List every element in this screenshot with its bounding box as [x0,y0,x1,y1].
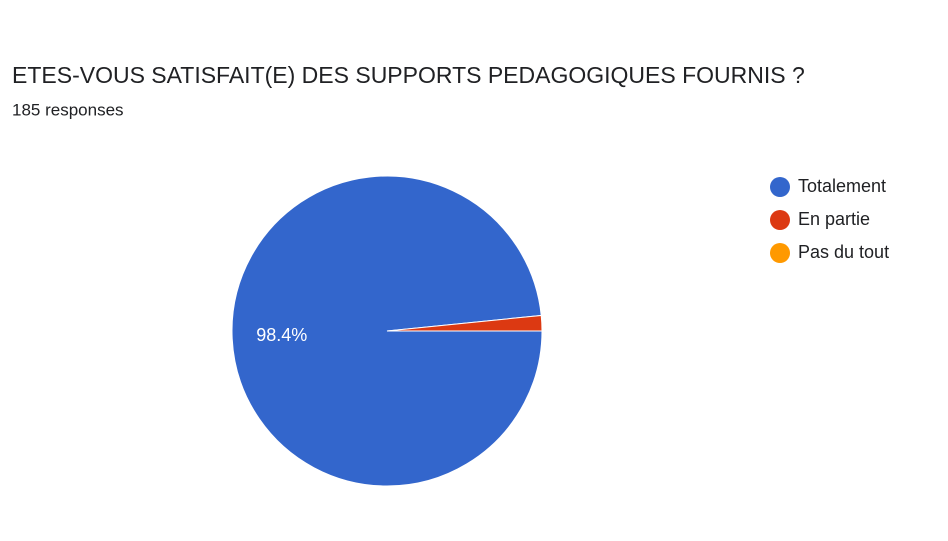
legend-label: En partie [798,209,870,229]
legend-marker [770,243,790,263]
legend-label: Totalement [798,176,886,196]
legend-marker [770,177,790,197]
slice-label: 98.4% [256,325,307,345]
chart-title: ETES-VOUS SATISFAIT(E) DES SUPPORTS PEDA… [12,62,805,88]
legend-label: Pas du tout [798,242,889,262]
legend-marker [770,210,790,230]
chart-subtitle: 185 responses [12,100,124,119]
